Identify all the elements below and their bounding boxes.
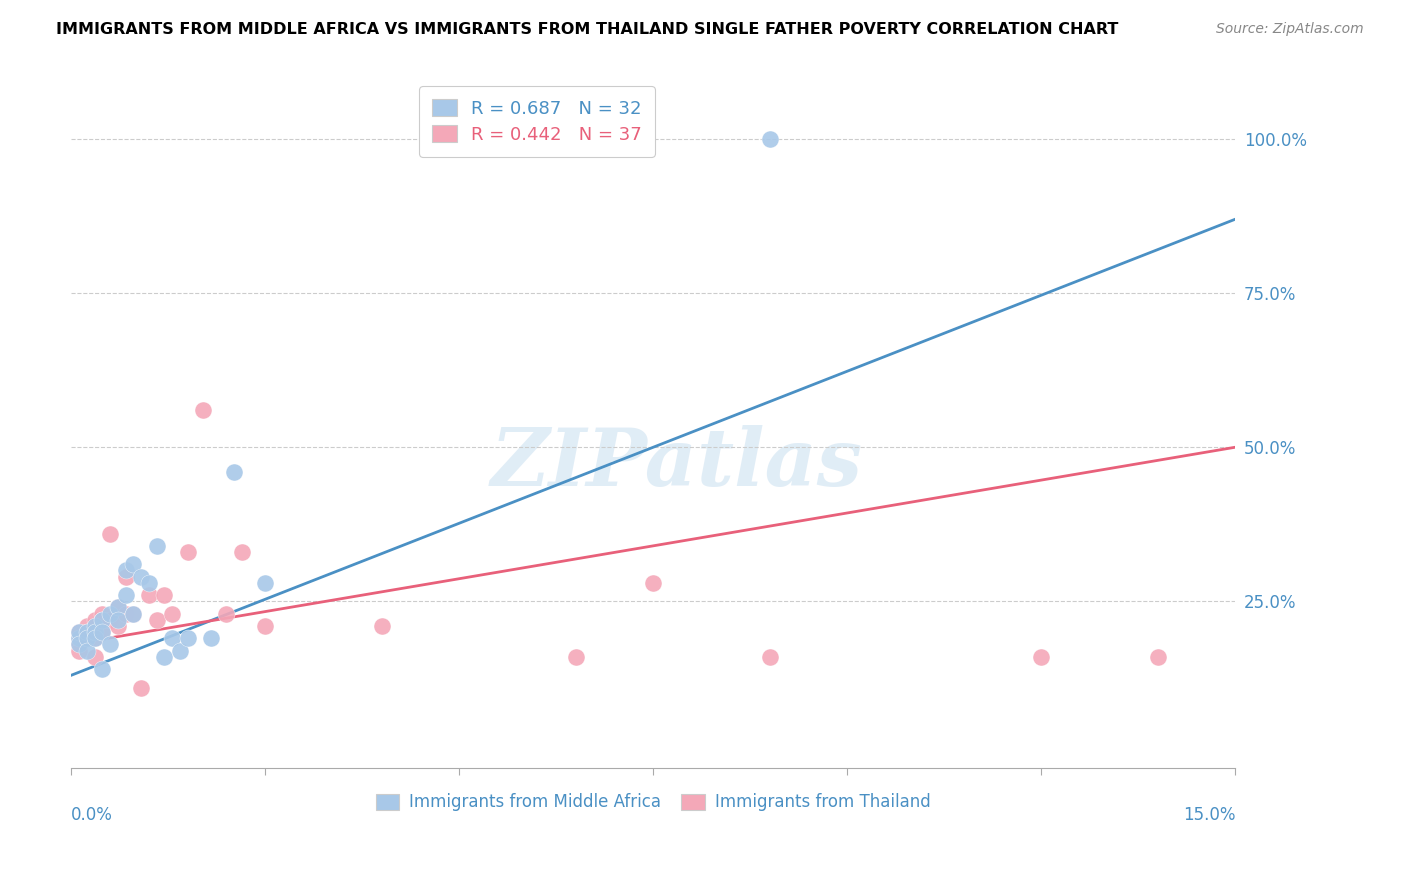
Point <box>114 564 136 578</box>
Point <box>176 632 198 646</box>
Point <box>758 132 780 146</box>
Point <box>145 613 167 627</box>
Point <box>1031 649 1053 664</box>
Point <box>215 607 238 621</box>
Point <box>643 575 665 590</box>
Text: IMMIGRANTS FROM MIDDLE AFRICA VS IMMIGRANTS FROM THAILAND SINGLE FATHER POVERTY : IMMIGRANTS FROM MIDDLE AFRICA VS IMMIGRA… <box>56 22 1119 37</box>
Point <box>91 607 114 621</box>
Point <box>169 643 191 657</box>
Point <box>1146 649 1168 664</box>
Point <box>129 569 152 583</box>
Text: ZIPatlas: ZIPatlas <box>491 425 863 503</box>
Point <box>145 539 167 553</box>
Point <box>758 649 780 664</box>
Point <box>67 637 90 651</box>
Text: 0.0%: 0.0% <box>72 805 112 823</box>
Point <box>91 613 114 627</box>
Point <box>67 637 90 651</box>
Point <box>98 613 121 627</box>
Point <box>160 607 183 621</box>
Point <box>98 526 121 541</box>
Point <box>122 607 145 621</box>
Text: Source: ZipAtlas.com: Source: ZipAtlas.com <box>1216 22 1364 37</box>
Point <box>76 625 98 640</box>
Point <box>200 632 222 646</box>
Point <box>83 625 105 640</box>
Point <box>153 588 176 602</box>
Point <box>67 643 90 657</box>
Point <box>564 649 586 664</box>
Point <box>107 613 129 627</box>
Point <box>76 625 98 640</box>
Point <box>107 600 129 615</box>
Point <box>193 403 215 417</box>
Point <box>83 649 105 664</box>
Point <box>83 625 105 640</box>
Point <box>98 607 121 621</box>
Point <box>91 625 114 640</box>
Point <box>91 613 114 627</box>
Point <box>114 569 136 583</box>
Text: 15.0%: 15.0% <box>1182 805 1236 823</box>
Point <box>138 588 160 602</box>
Legend: Immigrants from Middle Africa, Immigrants from Thailand: Immigrants from Middle Africa, Immigrant… <box>370 787 938 818</box>
Point <box>107 619 129 633</box>
Point <box>83 619 105 633</box>
Point <box>114 588 136 602</box>
Point <box>153 649 176 664</box>
Point <box>67 625 90 640</box>
Point <box>129 681 152 695</box>
Point <box>83 632 105 646</box>
Point <box>98 637 121 651</box>
Point <box>254 619 277 633</box>
Point <box>122 558 145 572</box>
Point <box>114 607 136 621</box>
Point <box>76 632 98 646</box>
Point <box>83 632 105 646</box>
Point <box>67 632 90 646</box>
Point <box>91 662 114 676</box>
Point <box>370 619 392 633</box>
Point <box>83 613 105 627</box>
Point <box>224 465 246 479</box>
Point <box>76 643 98 657</box>
Point <box>107 600 129 615</box>
Point <box>76 619 98 633</box>
Point <box>160 632 183 646</box>
Point <box>596 132 619 146</box>
Point <box>231 545 253 559</box>
Point <box>67 632 90 646</box>
Point <box>138 575 160 590</box>
Point <box>254 575 277 590</box>
Point <box>122 607 145 621</box>
Point <box>176 545 198 559</box>
Point <box>67 625 90 640</box>
Point <box>91 625 114 640</box>
Point <box>76 632 98 646</box>
